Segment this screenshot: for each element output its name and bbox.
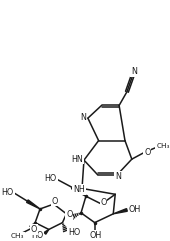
Text: O: O [66,210,73,219]
Polygon shape [113,209,127,214]
Text: NH: NH [73,185,85,194]
Text: N: N [131,67,137,76]
Text: HO: HO [31,231,43,240]
Text: CH₃: CH₃ [156,143,170,149]
Text: OH: OH [90,231,102,240]
Text: CH₃: CH₃ [11,233,24,239]
Polygon shape [44,229,49,234]
Text: O: O [52,197,58,206]
Text: N: N [115,172,121,181]
Text: O: O [31,225,37,234]
Text: O: O [100,198,107,207]
Text: HO: HO [2,188,14,197]
Text: HN: HN [71,155,83,164]
Text: N: N [80,113,86,122]
Text: OH: OH [129,205,141,214]
Text: HO: HO [45,174,57,183]
Polygon shape [27,200,40,209]
Text: HO: HO [68,228,80,237]
Polygon shape [71,186,86,196]
Text: O: O [144,148,151,157]
